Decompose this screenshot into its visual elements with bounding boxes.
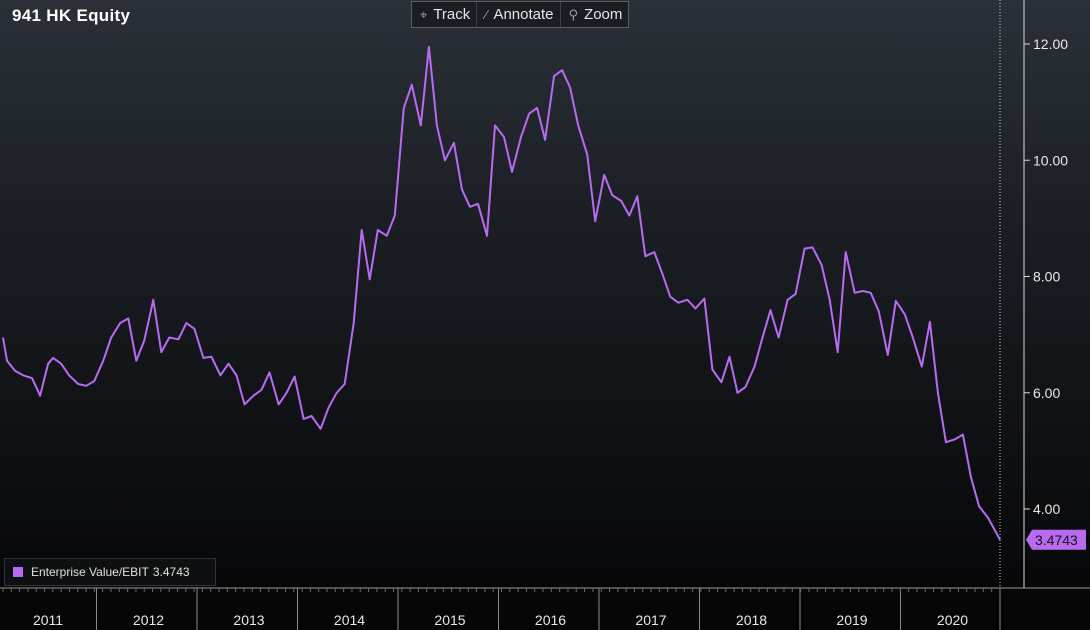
magnifier-icon: ⚲	[568, 6, 579, 22]
y-tick-label: 8.00	[1033, 269, 1060, 285]
x-tick-label: 2014	[334, 612, 365, 628]
legend-series-name: Enterprise Value/EBIT	[31, 565, 149, 579]
track-button[interactable]: ⌖ Track	[412, 2, 478, 27]
y-tick-label: 4.00	[1033, 501, 1060, 517]
legend-swatch	[13, 567, 23, 577]
pencil-icon: ∕	[485, 7, 488, 22]
y-tick-label: 6.00	[1033, 385, 1060, 401]
annotate-label: Annotate	[493, 6, 554, 23]
track-label: Track	[433, 6, 471, 23]
zoom-button[interactable]: ⚲ Zoom	[561, 2, 629, 27]
x-tick-label: 2013	[233, 612, 264, 628]
zoom-label: Zoom	[584, 6, 623, 23]
legend[interactable]: Enterprise Value/EBIT 3.4743	[4, 558, 216, 586]
x-tick-label: 2012	[133, 612, 164, 628]
crosshair-icon: ⌖	[420, 6, 428, 22]
legend-series-value: 3.4743	[152, 565, 190, 579]
x-tick-label: 2017	[635, 612, 666, 628]
y-tick-label: 10.00	[1033, 152, 1068, 168]
chart-title: 941 HK Equity	[12, 6, 131, 25]
y-tick-label: 12.00	[1033, 36, 1068, 52]
x-tick-label: 2019	[836, 612, 867, 628]
last-value-label: 3.4743	[1035, 532, 1078, 548]
last-value-tag	[1026, 529, 1086, 550]
x-tick-label: 2015	[434, 612, 465, 628]
x-tick-label: 2016	[535, 612, 566, 628]
series-line-ev-ebit	[2, 45, 1001, 541]
annotate-button[interactable]: ∕ Annotate	[477, 2, 561, 27]
chart-toolbar: ⌖ Track ∕ Annotate ⚲ Zoom	[411, 1, 630, 28]
x-tick-label: 2018	[736, 612, 767, 628]
x-tick-label: 2020	[937, 612, 968, 628]
x-tick-label: 2011	[33, 612, 63, 628]
